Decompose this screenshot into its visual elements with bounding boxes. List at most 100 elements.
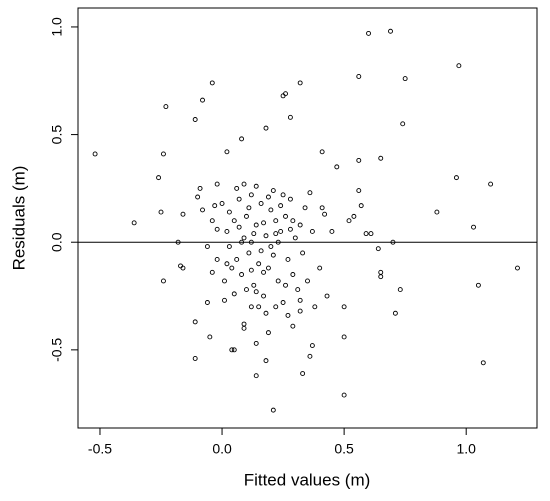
point [307,190,313,196]
point [229,265,235,271]
point [275,278,281,284]
point [253,183,259,189]
point [195,194,201,200]
point [253,289,259,295]
plot-frame [77,7,538,429]
point [261,220,267,226]
point [397,287,403,293]
point [334,164,340,170]
point [270,407,276,413]
point [200,207,205,213]
point [253,222,259,228]
point [356,157,362,163]
point [285,256,291,262]
point [214,256,220,262]
x-tick-label: 1.0 [456,441,476,457]
point [488,181,494,187]
point [317,265,323,271]
point [253,373,259,379]
point [256,304,262,310]
point [305,278,310,284]
point [341,334,347,340]
point [471,224,476,230]
point [180,211,186,217]
point [246,205,252,211]
point [239,239,245,245]
point [241,181,247,187]
point [480,360,486,366]
point [283,282,288,288]
point [297,80,303,86]
point [253,340,259,346]
point [329,229,335,234]
point [290,272,296,277]
point [319,149,325,155]
point [200,97,205,103]
point [209,218,215,224]
point [161,278,166,284]
point [341,392,347,398]
point [300,250,306,256]
point [302,205,308,211]
x-tick-label: 0.0 [212,441,232,457]
point [224,149,230,155]
point [290,323,296,329]
point [268,207,274,213]
point [234,256,240,262]
point [248,267,254,273]
point [280,192,286,198]
point [356,188,362,194]
point [285,312,291,318]
point [224,261,230,267]
point [392,310,398,316]
point [309,343,315,348]
point [261,269,267,275]
point [388,28,393,34]
x-axis-label: Fitted values (m) [244,470,371,489]
point [263,310,269,316]
point [229,347,235,353]
point [192,117,198,122]
point [265,194,271,200]
point [92,151,98,157]
point [265,265,271,271]
point [278,229,284,234]
point [275,239,281,245]
point [251,231,257,237]
point [341,304,347,310]
point [239,136,245,142]
point [192,356,198,361]
x-tick-label: -0.5 [88,441,112,457]
point [258,248,264,254]
y-tick-label: 0.5 [49,125,65,145]
point [244,213,249,219]
point [251,282,257,288]
point [300,371,306,376]
point [209,80,215,86]
y-axis-label: Residuals (m) [9,166,28,271]
point [197,185,203,191]
point [231,347,237,353]
point [163,104,169,110]
point [295,287,301,293]
point [346,218,352,224]
point [241,325,247,331]
point [158,209,164,215]
point [363,231,369,237]
point [234,185,240,191]
x-tick-label: 0.5 [334,441,354,457]
point [307,353,313,359]
point [402,76,408,82]
point [204,244,210,249]
point [378,155,384,161]
point [268,244,274,249]
point [180,265,186,271]
point [375,246,381,252]
point [297,222,303,228]
point [214,181,220,187]
point [283,91,288,97]
point [248,304,254,310]
point [273,218,279,224]
point [287,114,293,120]
point [248,239,254,245]
